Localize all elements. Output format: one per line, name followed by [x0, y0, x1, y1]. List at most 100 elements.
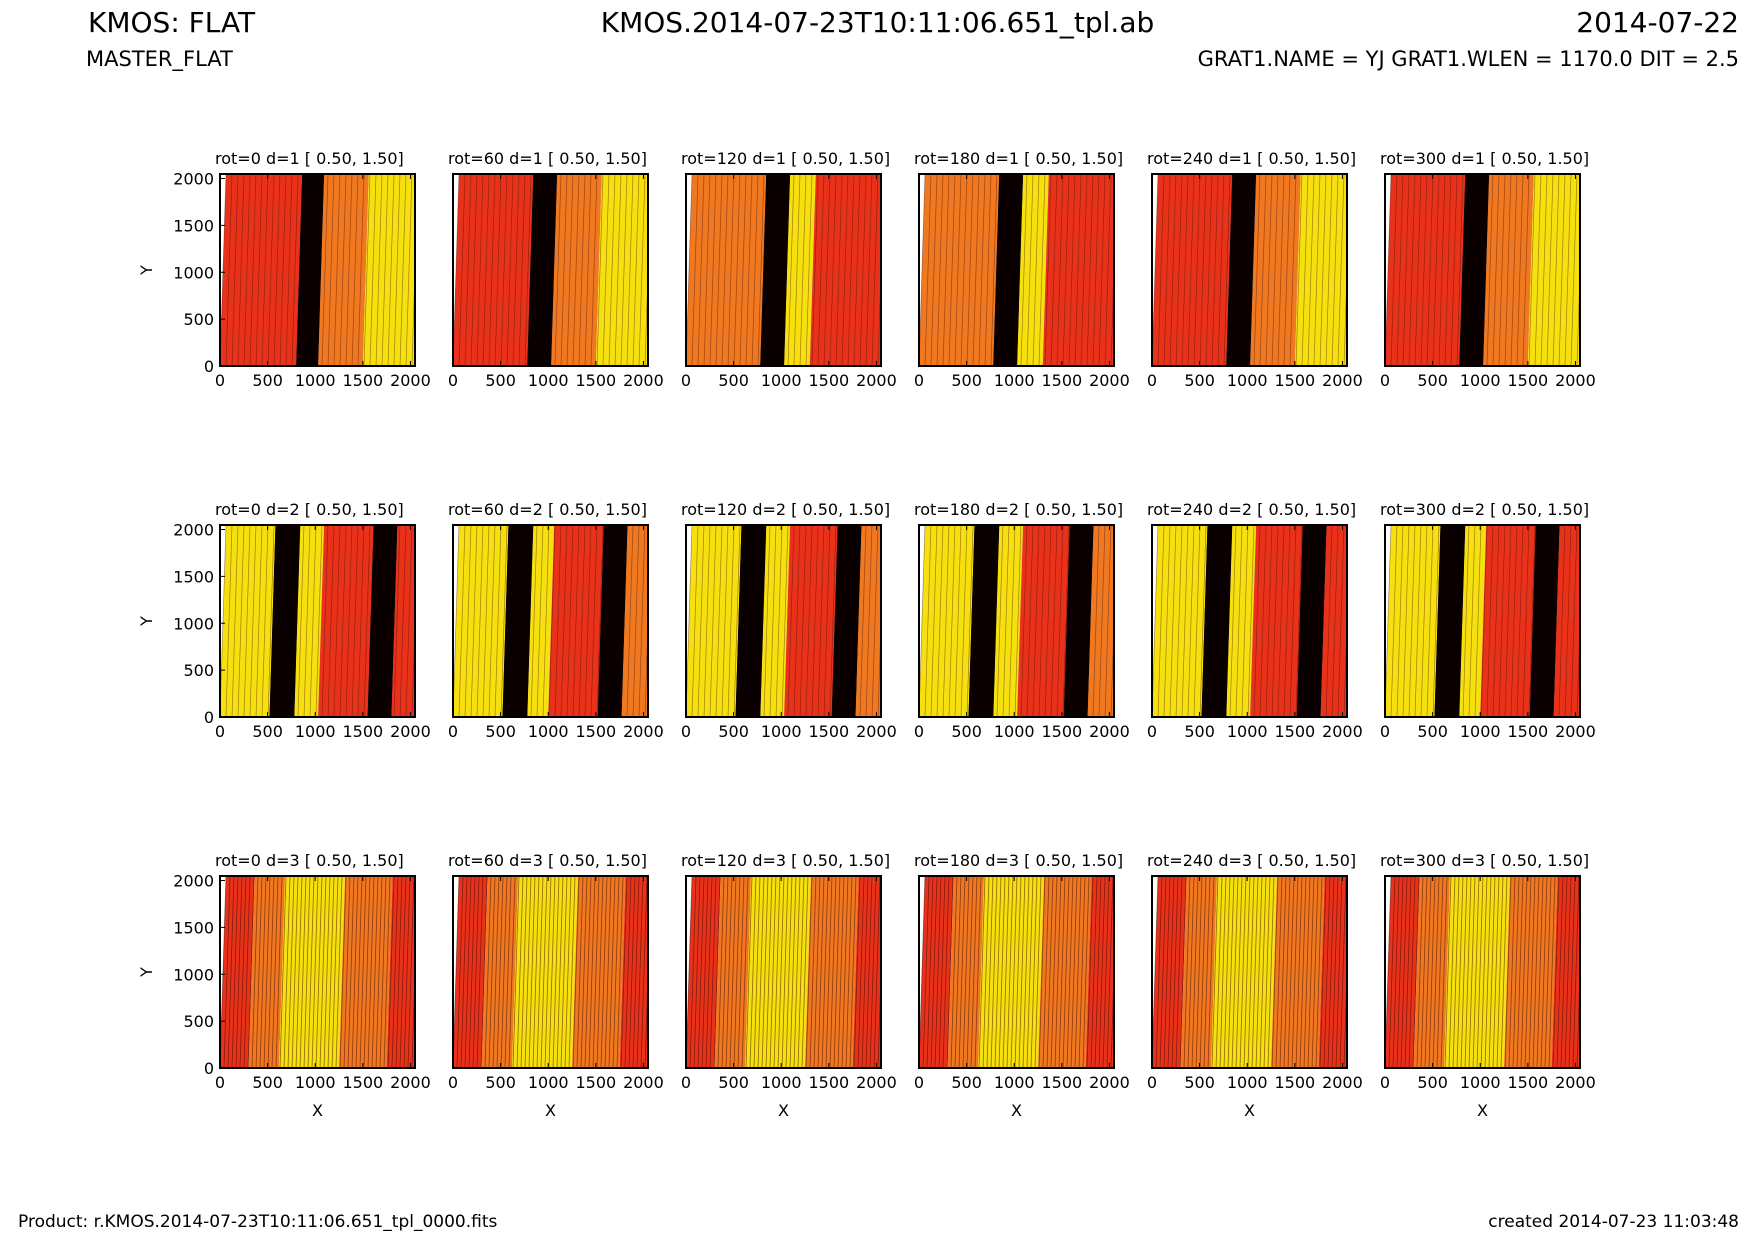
x-tick-label: 0 [215, 371, 225, 390]
x-tick-label: 1000 [994, 722, 1035, 741]
panel-image [220, 876, 415, 1068]
x-tick-label: 0 [1380, 722, 1390, 741]
x-tick-label: 0 [448, 722, 458, 741]
flat-stripe-red [1385, 174, 1466, 366]
x-tick-label: 1000 [295, 1073, 336, 1092]
flat-stripe-red [318, 525, 374, 717]
flat-stripe-yellow [1459, 525, 1487, 717]
panel-frame [219, 173, 416, 367]
x-tick-label: 1500 [1041, 722, 1082, 741]
panel-title: rot=120 d=2 [ 0.50, 1.50] [681, 500, 890, 519]
flat-stripe-yellow [1152, 525, 1208, 717]
slitlet-lines [686, 876, 881, 1068]
figure-title: KMOS: FLAT [88, 6, 256, 39]
slitlet-lines [453, 876, 648, 1068]
x-tick-label: 0 [1380, 1073, 1390, 1092]
flat-stripe-yellow [1294, 174, 1347, 366]
panel-title: rot=120 d=3 [ 0.50, 1.50] [681, 851, 890, 870]
flat-stripe-yellow [1017, 174, 1049, 366]
panel-frame [918, 524, 1115, 718]
x-tick-label: 1500 [1507, 371, 1548, 390]
x-tick-label: 0 [1147, 1073, 1157, 1092]
x-tick-label: 1000 [528, 1073, 569, 1092]
panel-title: rot=240 d=2 [ 0.50, 1.50] [1147, 500, 1356, 519]
x-axis-label: X [1011, 1101, 1022, 1120]
gap-region [735, 525, 767, 717]
slitlet-lines [919, 876, 1114, 1068]
x-tick-label: 1000 [1460, 371, 1501, 390]
x-tick-label: 500 [1417, 371, 1448, 390]
panel-frame [219, 875, 416, 1069]
x-tick-label: 2000 [1089, 722, 1130, 741]
gap-region [502, 525, 534, 717]
x-tick-label: 1000 [1227, 1073, 1268, 1092]
panel-image [220, 174, 415, 366]
panel-image [453, 174, 648, 366]
y-axis-label: Y [137, 265, 156, 276]
flat-stripe-red [1250, 525, 1303, 717]
flat-stripe-red [220, 174, 303, 366]
panel-image [686, 525, 881, 717]
x-tick-label: 500 [485, 371, 516, 390]
flat-stripe-yellow [595, 174, 648, 366]
panel-image [919, 174, 1114, 366]
x-tick-label: 2000 [856, 722, 897, 741]
flat-stripe-yellow [220, 525, 276, 717]
panel-title: rot=60 d=3 [ 0.50, 1.50] [448, 851, 647, 870]
flat-stripe-yellow [686, 525, 742, 717]
panel-image [1385, 525, 1580, 717]
x-tick-label: 1500 [1274, 722, 1315, 741]
x-axis-label: X [1477, 1101, 1488, 1120]
x-tick-label: 2000 [623, 371, 664, 390]
panel-frame [452, 875, 649, 1069]
panel-image [1385, 876, 1580, 1068]
x-tick-label: 0 [1380, 371, 1390, 390]
panel-frame [685, 173, 882, 367]
y-tick-label: 1500 [173, 567, 214, 586]
x-tick-label: 2000 [1555, 371, 1596, 390]
gap-region [1459, 174, 1490, 366]
flat-stripe-yellow [1527, 174, 1580, 366]
flat-stripe-red [1320, 525, 1347, 717]
x-tick-label: 1500 [1507, 722, 1548, 741]
panel-title: rot=300 d=2 [ 0.50, 1.50] [1380, 500, 1589, 519]
x-axis-label: X [312, 1101, 323, 1120]
flat-stripe-orange [1483, 174, 1534, 366]
y-axis-label: Y [137, 967, 156, 978]
panel-frame [1151, 524, 1348, 718]
template-filename: KMOS.2014-07-23T10:11:06.651_tpl.ab [600, 6, 1155, 39]
x-tick-label: 1000 [761, 722, 802, 741]
gap-region [527, 174, 558, 366]
panel-title: rot=300 d=1 [ 0.50, 1.50] [1380, 149, 1589, 168]
panel-image [686, 174, 881, 366]
flat-stripe-red [391, 525, 415, 717]
slitlet-lines [1385, 876, 1580, 1068]
flat-stripe-yellow [294, 525, 325, 717]
panel-frame [685, 875, 882, 1069]
panel-title: rot=120 d=1 [ 0.50, 1.50] [681, 149, 890, 168]
x-tick-label: 0 [914, 722, 924, 741]
panel-image [453, 525, 648, 717]
panel-image [1152, 525, 1347, 717]
gap-region [831, 525, 862, 717]
x-tick-label: 2000 [390, 722, 431, 741]
panel-frame [1151, 173, 1348, 367]
flat-stripe-yellow [362, 174, 415, 366]
flat-stripe-yellow [993, 525, 1024, 717]
panel-image [1152, 174, 1347, 366]
y-tick-label: 500 [183, 1012, 214, 1031]
x-tick-label: 500 [718, 371, 749, 390]
x-tick-label: 500 [252, 722, 283, 741]
x-tick-label: 1000 [994, 1073, 1035, 1092]
slitlet-lines [220, 876, 415, 1068]
x-tick-label: 0 [1147, 722, 1157, 741]
panel-image [919, 525, 1114, 717]
x-tick-label: 1500 [1507, 1073, 1548, 1092]
flat-stripe-orange [686, 174, 767, 366]
x-tick-label: 1000 [1460, 1073, 1501, 1092]
product-filename: Product: r.KMOS.2014-07-23T10:11:06.651_… [18, 1212, 498, 1232]
panel-title: rot=0 d=2 [ 0.50, 1.50] [215, 500, 404, 519]
observation-date: 2014-07-22 [1576, 6, 1739, 39]
x-tick-label: 2000 [623, 1073, 664, 1092]
